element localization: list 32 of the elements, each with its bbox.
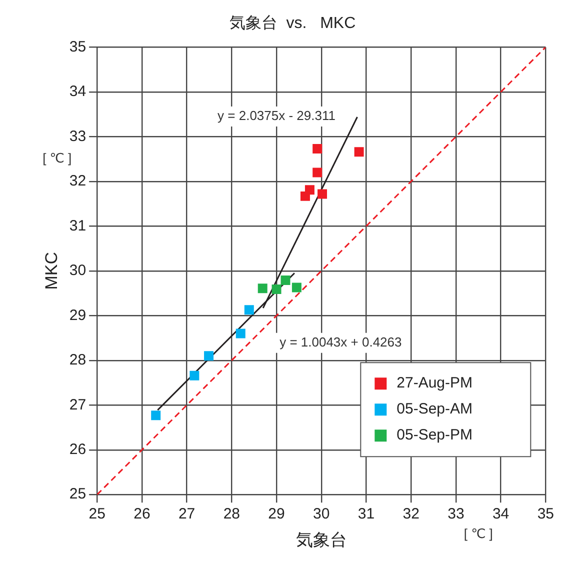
y-tick-label: 27: [69, 396, 86, 414]
y-tick-label: 35: [69, 38, 86, 56]
y-axis-title: MKC: [42, 252, 61, 290]
x-tick-label: 27: [178, 506, 196, 523]
x-axis-title: 気象台: [296, 530, 347, 550]
text: [ ℃ ]: [42, 150, 72, 166]
y-tick-label: 30: [69, 262, 86, 280]
x-tick-label: 28: [223, 506, 240, 523]
y-tick-label: 29: [69, 306, 86, 324]
y-tick-label: 31: [69, 217, 86, 234]
x-tick-label: 32: [402, 506, 420, 523]
x-tick-label: 34: [492, 506, 510, 523]
x-tick-label: 35: [537, 506, 554, 523]
legend-label: 05-Sep-PM: [396, 426, 473, 444]
x-tick-label: 29: [268, 506, 285, 523]
y-tick-label: 33: [69, 128, 86, 145]
x-tick-label: 25: [88, 506, 106, 523]
y-tick-label: 32: [69, 172, 86, 190]
y-tick-label: 26: [69, 441, 86, 458]
legend-label: 27-Aug-PM: [396, 374, 473, 392]
x-tick-label: 26: [134, 506, 150, 523]
legend-label: 05-Sep-AM: [396, 400, 473, 418]
chart-title: 気象台 vs. MKC: [229, 14, 356, 32]
y-tick-label: 34: [69, 83, 86, 100]
annotation: y = 2.0375x - 29.311: [218, 108, 336, 124]
y-tick-label: 28: [69, 352, 86, 369]
text: [ ℃ ]: [464, 526, 493, 542]
x-tick-label: 30: [313, 506, 330, 523]
x-tick-label: 33: [448, 506, 464, 523]
y-tick-label: 25: [69, 486, 86, 503]
annotation: y = 1.0043x + 0.4263: [280, 334, 402, 350]
x-tick-label: 31: [358, 506, 375, 523]
